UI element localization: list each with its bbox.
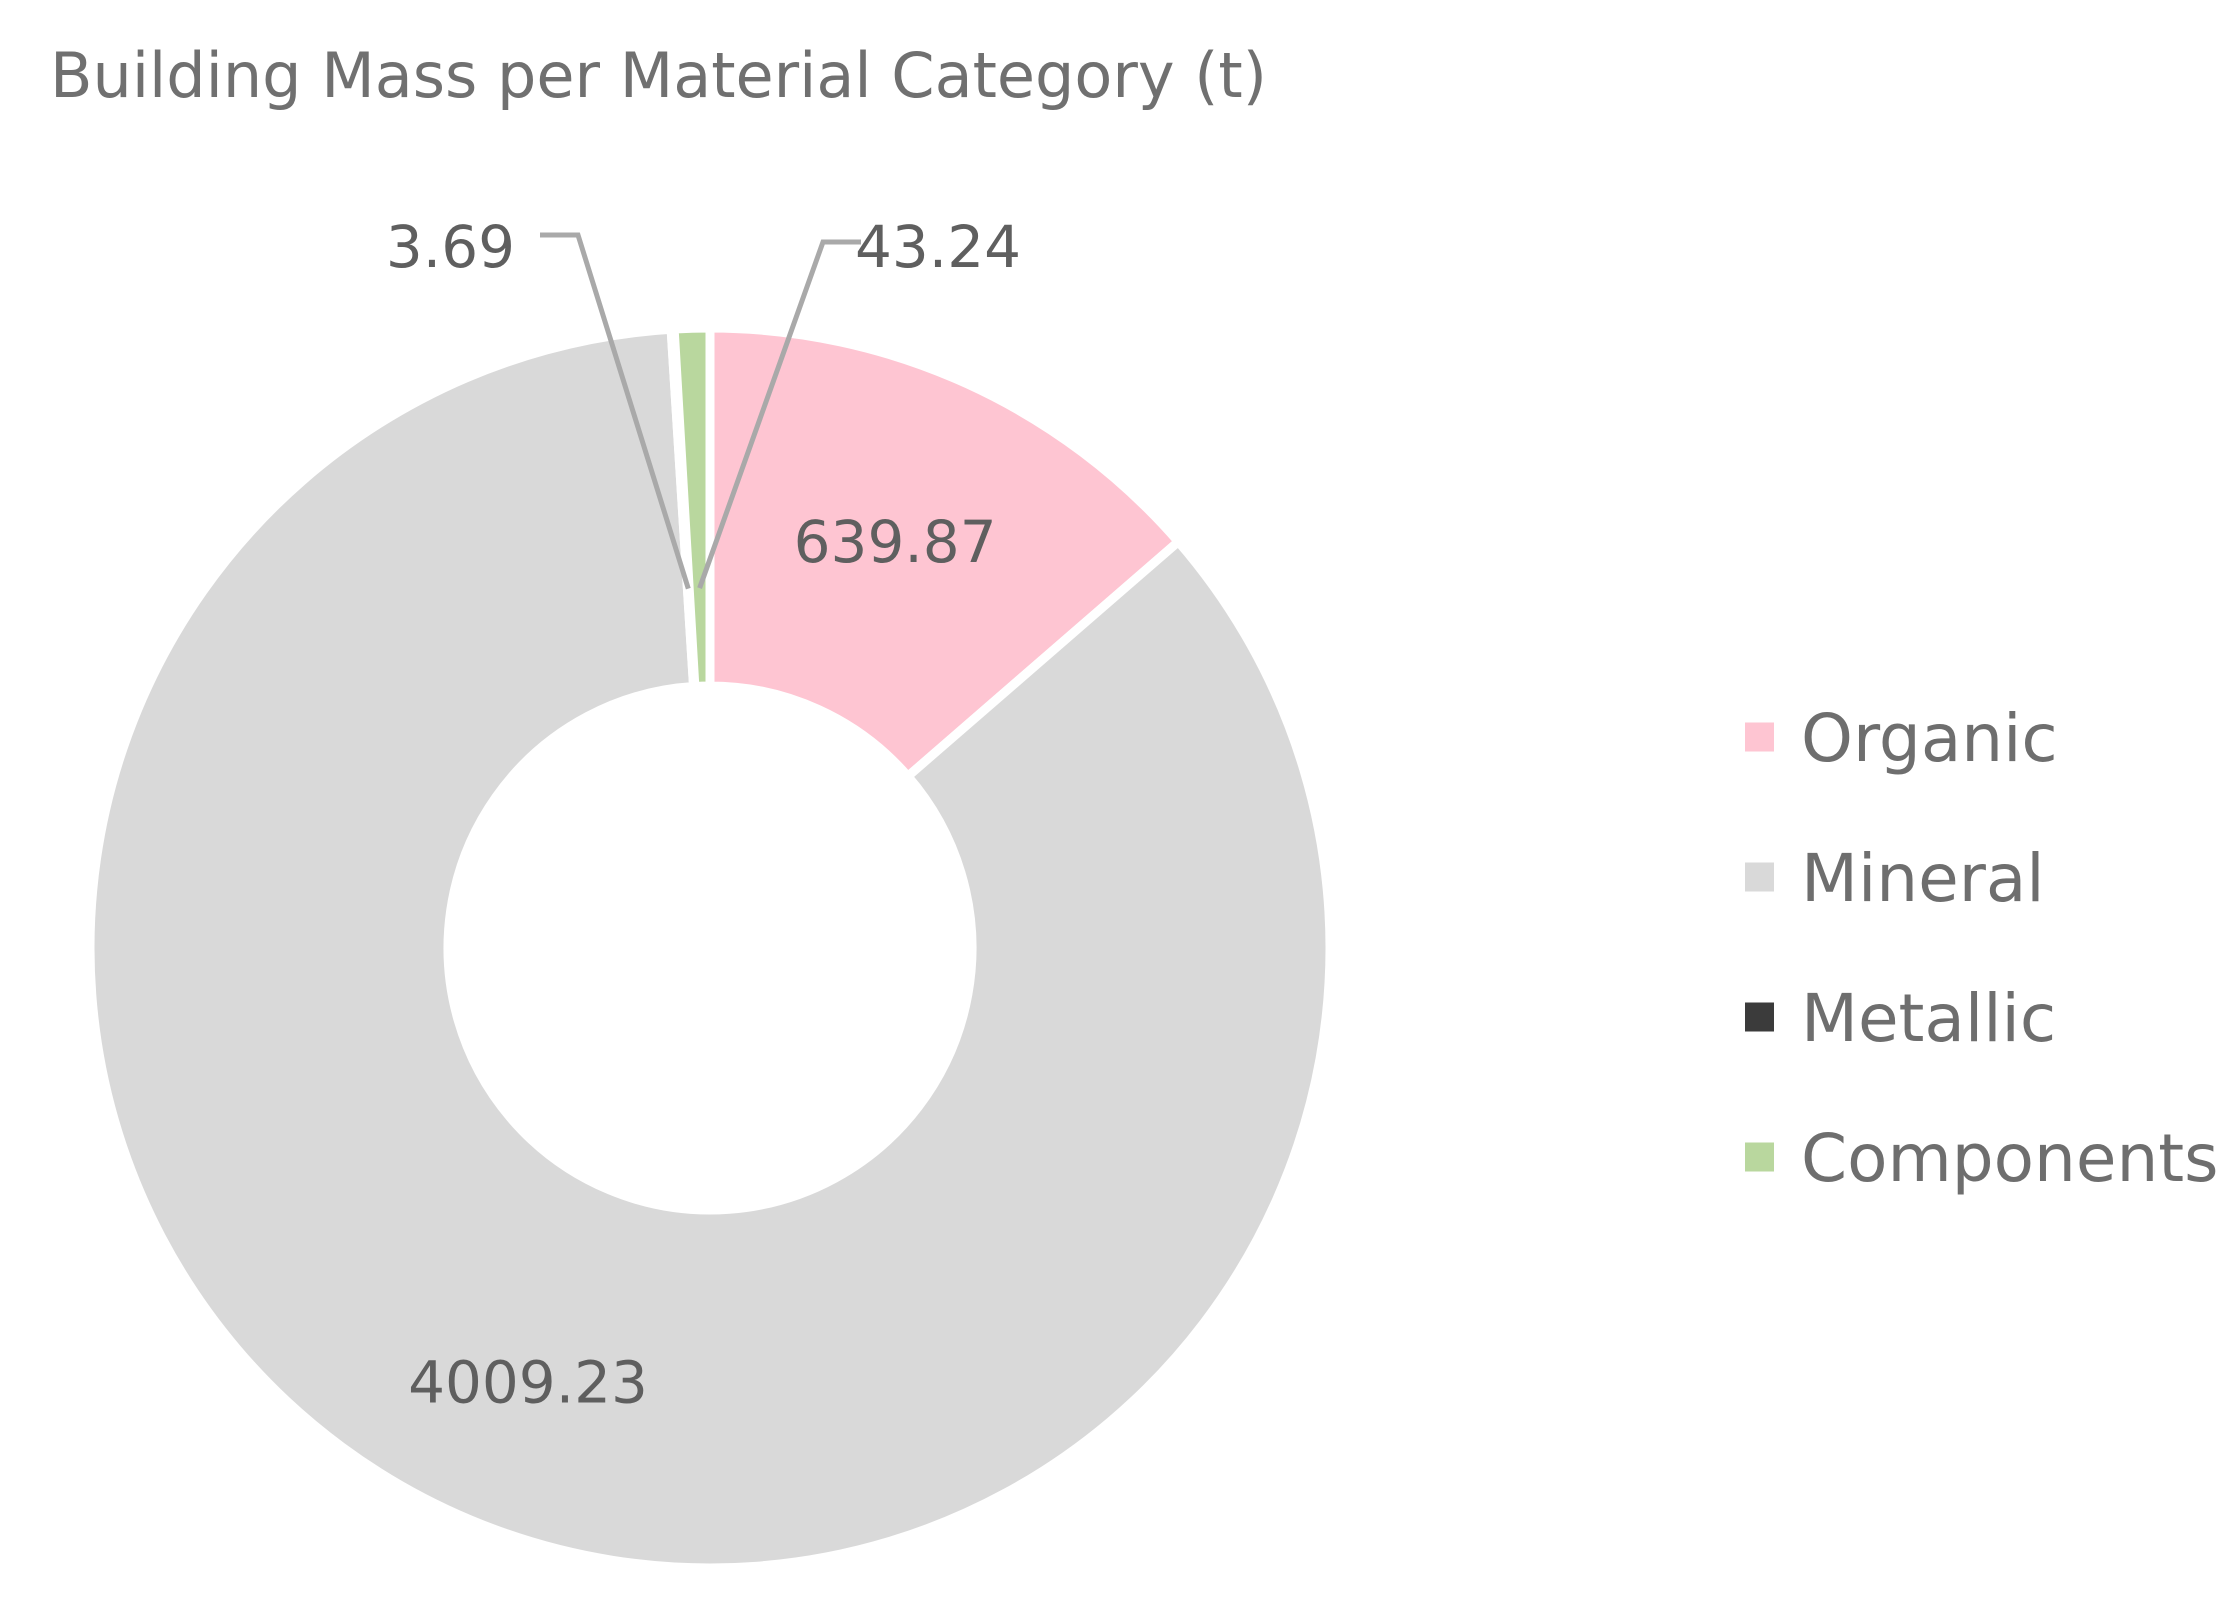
legend-label-mineral: Mineral <box>1801 840 2045 917</box>
slices-group <box>85 323 1335 1573</box>
data-label-mineral: 4009.23 <box>408 1348 648 1416</box>
legend-label-organic: Organic <box>1801 700 2058 777</box>
legend-label-metallic: Metallic <box>1801 980 2056 1057</box>
leader-line-metallic <box>540 232 691 590</box>
data-label-components: 43.24 <box>855 213 1021 281</box>
slice-organic <box>705 323 1185 783</box>
data-label-metallic: 3.69 <box>386 213 515 281</box>
legend-swatch-components <box>1745 1142 1774 1172</box>
data-labels-group: 639.87 4009.23 3.69 43.24 <box>386 213 1021 1416</box>
slice-components <box>669 323 715 692</box>
legend-label-components: Components <box>1801 1120 2219 1197</box>
legend-swatch-organic <box>1745 722 1774 752</box>
legend: Organic Mineral Metallic Components <box>1745 700 2219 1197</box>
chart-title: Building Mass per Material Category (t) <box>50 39 1267 112</box>
legend-swatch-mineral <box>1745 862 1774 892</box>
leader-line-components <box>697 239 861 589</box>
slice-mineral <box>85 324 1335 1573</box>
legend-swatch-metallic <box>1745 1002 1774 1032</box>
data-label-organic: 639.87 <box>794 508 997 576</box>
leader-lines-group <box>540 232 861 590</box>
